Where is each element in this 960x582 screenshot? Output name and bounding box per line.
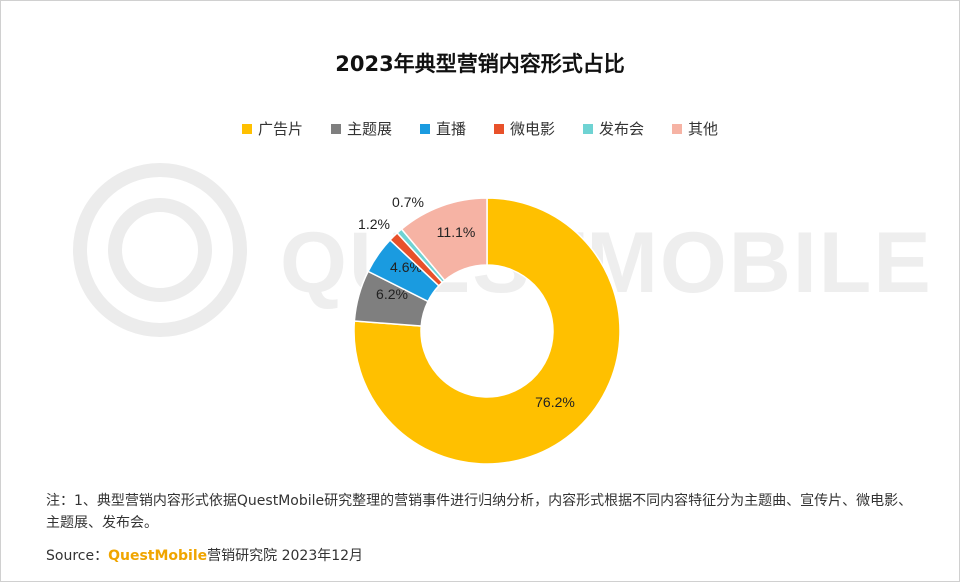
legend-swatch [241,123,252,134]
source-suffix: 营销研究院 2023年12月 [207,548,364,564]
legend-label: 主题展 [346,120,392,138]
slice-label: 6.2% [376,286,408,302]
legend-item: 直播 [419,118,466,139]
legend: 广告片 主题展 直播 微电影 发布会 其他 [0,118,960,139]
legend-item: 发布会 [583,118,644,139]
legend-label: 微电影 [510,120,556,138]
watermark-logo-ring [73,163,247,337]
legend-swatch [494,123,504,134]
slice-label: 76.2% [535,394,575,410]
legend-swatch [330,123,341,134]
legend-item: 主题展 [330,118,392,139]
chart-title: 2023年典型营销内容形式占比 [335,52,625,76]
slice-label: 0.7% [392,194,424,210]
watermark-logo-inner [108,198,212,302]
legend-item: 微电影 [494,118,555,139]
legend-swatch [419,123,430,134]
donut-slice [400,197,488,282]
source-brand: QuestMobile [108,548,208,564]
slice-label: 11.1% [437,224,476,240]
legend-swatch [583,123,594,134]
source-prefix: Source： [46,548,109,564]
legend-label: 发布会 [599,120,645,138]
legend-label: 其他 [688,120,719,138]
legend-label: 广告片 [257,120,303,138]
legend-label: 直播 [435,120,466,138]
slice-label: 1.2% [358,216,390,232]
legend-item: 其他 [672,118,718,139]
donut-slice [353,197,621,465]
legend-swatch [672,123,683,134]
legend-item: 广告片 [241,118,303,139]
source-line: Source：QuestMobile营销研究院 2023年12月 [46,545,363,565]
footnote: 注：1、典型营销内容形式依据QuestMobile研究整理的营销事件进行归纳分析… [46,493,913,531]
